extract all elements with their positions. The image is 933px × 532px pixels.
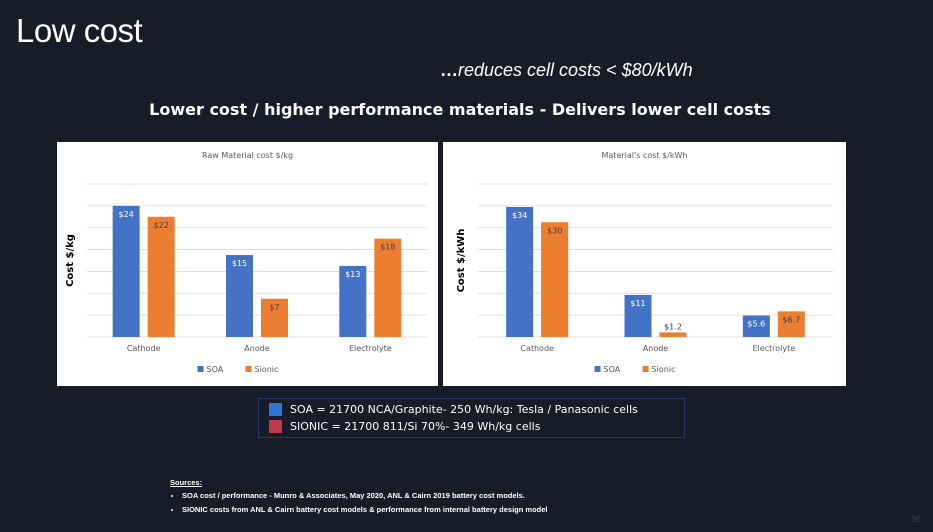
bar-sionic-cathode	[147, 216, 175, 337]
bar-sionic-electrolyte	[777, 311, 805, 337]
chart-title: Raw Material cost $/kg	[202, 151, 293, 160]
bar-soa-anode	[226, 255, 253, 337]
sionic-definition-text: SIONIC = 21700 811/Si 70%- 349 Wh/kg cel…	[290, 420, 541, 433]
x-tick-label: Cathode	[520, 344, 554, 353]
legend-label: SOA	[604, 365, 621, 374]
bar-soa-anode	[624, 294, 652, 337]
sources-section: Sources: SOA cost / performance - Munro …	[170, 478, 548, 519]
y-axis-label: Cost $/kWh	[456, 229, 467, 293]
soa-definition: SOA = 21700 NCA/Graphite- 250 Wh/kg: Tes…	[269, 403, 638, 416]
x-tick-label: Anode	[244, 344, 270, 353]
slide-subtitle: Lower cost / higher performance material…	[149, 100, 771, 119]
data-label: $11	[630, 299, 645, 308]
legend-swatch-sionic	[245, 366, 252, 372]
x-tick-label: Anode	[643, 344, 669, 353]
legend-swatch-soa	[594, 366, 601, 372]
data-label: $22	[154, 221, 169, 230]
data-label: $6.7	[782, 315, 800, 324]
bar-soa-cathode	[112, 205, 140, 337]
data-label: $24	[119, 210, 134, 219]
raw-material-cost-chart: Raw Material cost $/kg Cost $/kg $24 $22 Cat…	[65, 151, 427, 374]
data-label: $18	[380, 243, 395, 252]
soa-definition-text: SOA = 21700 NCA/Graphite- 250 Wh/kg: Tes…	[290, 403, 638, 416]
sionic-swatch	[269, 420, 282, 433]
x-tick-label: Electrolyte	[349, 344, 392, 353]
data-label: $30	[547, 226, 562, 235]
sources-heading: Sources:	[170, 478, 203, 487]
chart-title: Material's cost $/kWh	[602, 151, 688, 160]
source-item: SIONIC costs from ANL & Cairn battery co…	[182, 505, 548, 514]
tagline-ellipsis: …	[440, 60, 458, 80]
chart-panel-material-kwh: Material's cost $/kWh Cost $/kWh $34 $30 Cat…	[443, 142, 846, 386]
data-label: $7	[269, 303, 279, 312]
bar-sionic-electrolyte	[374, 238, 402, 337]
legend-label: Sionic	[652, 365, 676, 374]
material-kwh-cost-chart: Material's cost $/kWh Cost $/kWh $34 $30 Cat…	[456, 151, 833, 374]
chart-panel-raw-material: Raw Material cost $/kg Cost $/kg $24 $22 Cat…	[57, 142, 438, 386]
x-tick-label: Cathode	[127, 344, 161, 353]
data-label: $34	[512, 211, 527, 220]
source-item: SOA cost / performance - Munro & Associa…	[182, 491, 548, 500]
x-tick-label: Electrolyte	[752, 344, 795, 353]
bar-sionic-anode	[261, 298, 288, 337]
data-label: $1.2	[664, 322, 682, 331]
data-label: $13	[345, 270, 360, 279]
tagline-text: reduces cell costs < $80/kWh	[458, 60, 693, 80]
bar-soa-electrolyte	[742, 315, 770, 337]
data-label: $15	[232, 259, 247, 268]
bar-soa-cathode	[506, 206, 534, 337]
cell-definition-legend: SOA = 21700 NCA/Graphite- 250 Wh/kg: Tes…	[258, 398, 685, 438]
legend-swatch-sionic	[642, 366, 649, 372]
data-label: $5.6	[747, 320, 765, 329]
legend-label: SOA	[207, 365, 224, 374]
legend-label: Sionic	[255, 365, 279, 374]
soa-swatch	[269, 403, 282, 416]
bar-sionic-anode	[659, 332, 687, 337]
tagline: …reduces cell costs < $80/kWh	[440, 60, 693, 81]
bar-sionic-cathode	[541, 222, 569, 337]
bar-soa-electrolyte	[339, 265, 367, 337]
page-number: 36	[910, 514, 921, 524]
sionic-definition: SIONIC = 21700 811/Si 70%- 349 Wh/kg cel…	[269, 420, 540, 433]
slide-title: Low cost	[16, 12, 143, 49]
y-axis-label: Cost $/kg	[65, 234, 76, 287]
legend-swatch-soa	[197, 366, 204, 372]
sources-list: SOA cost / performance - Munro & Associa…	[170, 491, 548, 514]
